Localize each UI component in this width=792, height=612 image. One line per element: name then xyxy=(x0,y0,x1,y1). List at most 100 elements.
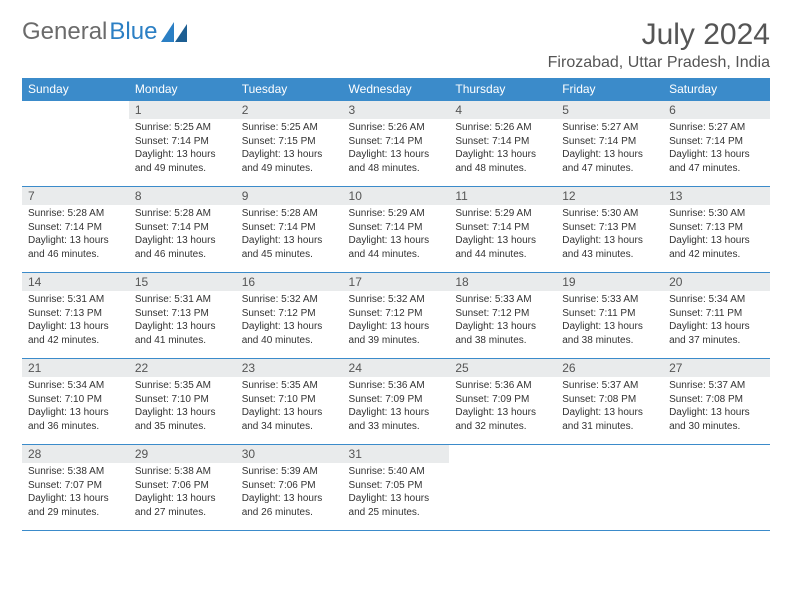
daylight-text: Daylight: 13 hours and 33 minutes. xyxy=(349,406,444,433)
sunrise-text: Sunrise: 5:27 AM xyxy=(562,121,657,135)
sunrise-text: Sunrise: 5:34 AM xyxy=(669,293,764,307)
sunrise-text: Sunrise: 5:35 AM xyxy=(135,379,230,393)
sunset-text: Sunset: 7:10 PM xyxy=(28,393,123,407)
logo-text-2: Blue xyxy=(109,18,157,46)
sunset-text: Sunset: 7:14 PM xyxy=(455,221,550,235)
calendar-cell: 24Sunrise: 5:36 AMSunset: 7:09 PMDayligh… xyxy=(343,359,450,445)
day-number: 15 xyxy=(129,273,236,291)
day-number: 23 xyxy=(236,359,343,377)
day-number: 11 xyxy=(449,187,556,205)
calendar-row: 21Sunrise: 5:34 AMSunset: 7:10 PMDayligh… xyxy=(22,359,770,445)
calendar-table: SundayMondayTuesdayWednesdayThursdayFrid… xyxy=(22,78,770,531)
day-number: 21 xyxy=(22,359,129,377)
daylight-text: Daylight: 13 hours and 38 minutes. xyxy=(455,320,550,347)
daylight-text: Daylight: 13 hours and 39 minutes. xyxy=(349,320,444,347)
day-number: 25 xyxy=(449,359,556,377)
title-block: July 2024 Firozabad, Uttar Pradesh, Indi… xyxy=(548,18,770,72)
calendar-cell: 2Sunrise: 5:25 AMSunset: 7:15 PMDaylight… xyxy=(236,101,343,187)
sunset-text: Sunset: 7:13 PM xyxy=(28,307,123,321)
day-number: 2 xyxy=(236,101,343,119)
day-number: 4 xyxy=(449,101,556,119)
day-number: 18 xyxy=(449,273,556,291)
day-number: 28 xyxy=(22,445,129,463)
sunrise-text: Sunrise: 5:30 AM xyxy=(562,207,657,221)
calendar-row: 28Sunrise: 5:38 AMSunset: 7:07 PMDayligh… xyxy=(22,445,770,531)
daylight-text: Daylight: 13 hours and 29 minutes. xyxy=(28,492,123,519)
calendar-cell: 27Sunrise: 5:37 AMSunset: 7:08 PMDayligh… xyxy=(663,359,770,445)
day-body: Sunrise: 5:25 AMSunset: 7:14 PMDaylight:… xyxy=(129,119,236,179)
day-number: 6 xyxy=(663,101,770,119)
calendar-cell xyxy=(556,445,663,531)
sunset-text: Sunset: 7:13 PM xyxy=(669,221,764,235)
day-body: Sunrise: 5:33 AMSunset: 7:11 PMDaylight:… xyxy=(556,291,663,351)
daylight-text: Daylight: 13 hours and 34 minutes. xyxy=(242,406,337,433)
weekday-header: Sunday xyxy=(22,78,129,101)
sunset-text: Sunset: 7:14 PM xyxy=(135,221,230,235)
day-number: 13 xyxy=(663,187,770,205)
daylight-text: Daylight: 13 hours and 31 minutes. xyxy=(562,406,657,433)
sunset-text: Sunset: 7:12 PM xyxy=(242,307,337,321)
day-body: Sunrise: 5:28 AMSunset: 7:14 PMDaylight:… xyxy=(236,205,343,265)
sunset-text: Sunset: 7:14 PM xyxy=(349,221,444,235)
sunrise-text: Sunrise: 5:33 AM xyxy=(455,293,550,307)
day-number: 14 xyxy=(22,273,129,291)
calendar-cell: 22Sunrise: 5:35 AMSunset: 7:10 PMDayligh… xyxy=(129,359,236,445)
day-body: Sunrise: 5:28 AMSunset: 7:14 PMDaylight:… xyxy=(129,205,236,265)
weekday-header: Monday xyxy=(129,78,236,101)
calendar-cell: 13Sunrise: 5:30 AMSunset: 7:13 PMDayligh… xyxy=(663,187,770,273)
day-number: 12 xyxy=(556,187,663,205)
day-body: Sunrise: 5:28 AMSunset: 7:14 PMDaylight:… xyxy=(22,205,129,265)
daylight-text: Daylight: 13 hours and 37 minutes. xyxy=(669,320,764,347)
daylight-text: Daylight: 13 hours and 46 minutes. xyxy=(28,234,123,261)
sunset-text: Sunset: 7:09 PM xyxy=(455,393,550,407)
daylight-text: Daylight: 13 hours and 32 minutes. xyxy=(455,406,550,433)
day-body: Sunrise: 5:37 AMSunset: 7:08 PMDaylight:… xyxy=(556,377,663,437)
day-body: Sunrise: 5:30 AMSunset: 7:13 PMDaylight:… xyxy=(556,205,663,265)
sunrise-text: Sunrise: 5:25 AM xyxy=(242,121,337,135)
calendar-cell: 19Sunrise: 5:33 AMSunset: 7:11 PMDayligh… xyxy=(556,273,663,359)
sunrise-text: Sunrise: 5:37 AM xyxy=(669,379,764,393)
sunset-text: Sunset: 7:05 PM xyxy=(349,479,444,493)
day-body: Sunrise: 5:29 AMSunset: 7:14 PMDaylight:… xyxy=(449,205,556,265)
day-number: 1 xyxy=(129,101,236,119)
calendar-cell: 15Sunrise: 5:31 AMSunset: 7:13 PMDayligh… xyxy=(129,273,236,359)
day-number: 19 xyxy=(556,273,663,291)
sunrise-text: Sunrise: 5:38 AM xyxy=(135,465,230,479)
calendar-cell: 21Sunrise: 5:34 AMSunset: 7:10 PMDayligh… xyxy=(22,359,129,445)
day-number: 8 xyxy=(129,187,236,205)
sunrise-text: Sunrise: 5:31 AM xyxy=(28,293,123,307)
sunset-text: Sunset: 7:14 PM xyxy=(562,135,657,149)
daylight-text: Daylight: 13 hours and 42 minutes. xyxy=(28,320,123,347)
day-body: Sunrise: 5:31 AMSunset: 7:13 PMDaylight:… xyxy=(129,291,236,351)
day-body: Sunrise: 5:33 AMSunset: 7:12 PMDaylight:… xyxy=(449,291,556,351)
sunrise-text: Sunrise: 5:39 AM xyxy=(242,465,337,479)
day-body: Sunrise: 5:40 AMSunset: 7:05 PMDaylight:… xyxy=(343,463,450,523)
daylight-text: Daylight: 13 hours and 35 minutes. xyxy=(135,406,230,433)
sunset-text: Sunset: 7:12 PM xyxy=(349,307,444,321)
calendar-cell xyxy=(22,101,129,187)
day-number: 29 xyxy=(129,445,236,463)
sunset-text: Sunset: 7:09 PM xyxy=(349,393,444,407)
sunrise-text: Sunrise: 5:28 AM xyxy=(28,207,123,221)
weekday-header: Thursday xyxy=(449,78,556,101)
day-body: Sunrise: 5:34 AMSunset: 7:10 PMDaylight:… xyxy=(22,377,129,437)
daylight-text: Daylight: 13 hours and 47 minutes. xyxy=(562,148,657,175)
sunrise-text: Sunrise: 5:32 AM xyxy=(242,293,337,307)
calendar-cell: 25Sunrise: 5:36 AMSunset: 7:09 PMDayligh… xyxy=(449,359,556,445)
calendar-row: 7Sunrise: 5:28 AMSunset: 7:14 PMDaylight… xyxy=(22,187,770,273)
sunset-text: Sunset: 7:13 PM xyxy=(562,221,657,235)
daylight-text: Daylight: 13 hours and 47 minutes. xyxy=(669,148,764,175)
sunset-text: Sunset: 7:14 PM xyxy=(28,221,123,235)
sunset-text: Sunset: 7:14 PM xyxy=(349,135,444,149)
day-number: 27 xyxy=(663,359,770,377)
day-body: Sunrise: 5:37 AMSunset: 7:08 PMDaylight:… xyxy=(663,377,770,437)
day-number: 20 xyxy=(663,273,770,291)
calendar-cell: 12Sunrise: 5:30 AMSunset: 7:13 PMDayligh… xyxy=(556,187,663,273)
calendar-cell: 3Sunrise: 5:26 AMSunset: 7:14 PMDaylight… xyxy=(343,101,450,187)
calendar-cell: 5Sunrise: 5:27 AMSunset: 7:14 PMDaylight… xyxy=(556,101,663,187)
calendar-cell: 30Sunrise: 5:39 AMSunset: 7:06 PMDayligh… xyxy=(236,445,343,531)
day-number: 30 xyxy=(236,445,343,463)
daylight-text: Daylight: 13 hours and 30 minutes. xyxy=(669,406,764,433)
daylight-text: Daylight: 13 hours and 48 minutes. xyxy=(349,148,444,175)
daylight-text: Daylight: 13 hours and 46 minutes. xyxy=(135,234,230,261)
